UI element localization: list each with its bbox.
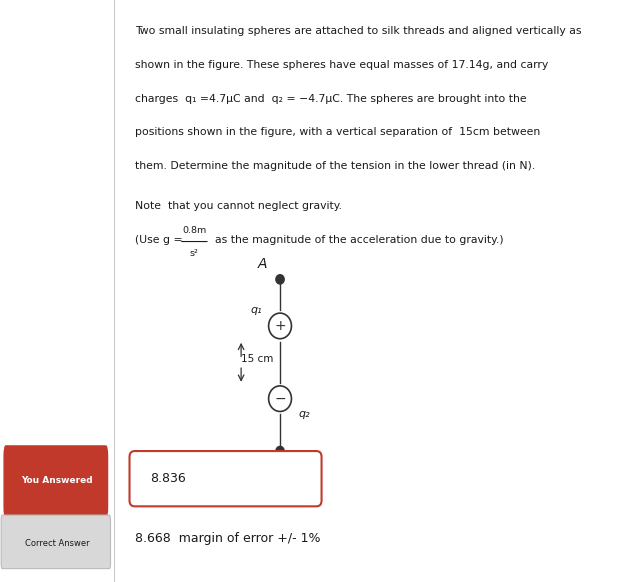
Circle shape — [276, 446, 284, 456]
Text: A: A — [258, 257, 267, 271]
Text: (Use g =: (Use g = — [135, 235, 186, 244]
Text: as the magnitude of the acceleration due to gravity.): as the magnitude of the acceleration due… — [215, 235, 504, 244]
Text: You Answered: You Answered — [21, 475, 93, 485]
Text: them. Determine the magnitude of the tension in the lower thread (in N).: them. Determine the magnitude of the ten… — [135, 161, 535, 171]
FancyBboxPatch shape — [3, 445, 108, 518]
Text: −: − — [274, 392, 286, 406]
Text: 15 cm: 15 cm — [241, 354, 273, 364]
Text: B: B — [258, 454, 267, 468]
Text: Correct Answer: Correct Answer — [25, 538, 89, 548]
Circle shape — [268, 386, 291, 411]
Text: positions shown in the figure, with a vertical separation of  15cm between: positions shown in the figure, with a ve… — [135, 127, 540, 137]
Text: charges  q₁ =4.7μC and  q₂ = −4.7μC. The spheres are brought into the: charges q₁ =4.7μC and q₂ = −4.7μC. The s… — [135, 94, 526, 104]
Circle shape — [268, 313, 291, 339]
Text: 8.668  margin of error +/- 1%: 8.668 margin of error +/- 1% — [135, 532, 320, 545]
Text: q₁: q₁ — [250, 306, 262, 315]
Text: 8.836: 8.836 — [150, 472, 186, 485]
Text: Note  that you cannot neglect gravity.: Note that you cannot neglect gravity. — [135, 201, 342, 211]
Text: 0.8m: 0.8m — [182, 226, 206, 235]
Text: shown in the figure. These spheres have equal masses of 17.14g, and carry: shown in the figure. These spheres have … — [135, 60, 548, 70]
FancyBboxPatch shape — [1, 515, 111, 569]
Text: +: + — [274, 319, 286, 333]
Text: s²: s² — [190, 249, 199, 258]
Text: Two small insulating spheres are attached to silk threads and aligned vertically: Two small insulating spheres are attache… — [135, 26, 581, 36]
FancyBboxPatch shape — [130, 451, 322, 506]
Text: q₂: q₂ — [298, 409, 310, 419]
Circle shape — [276, 275, 284, 284]
